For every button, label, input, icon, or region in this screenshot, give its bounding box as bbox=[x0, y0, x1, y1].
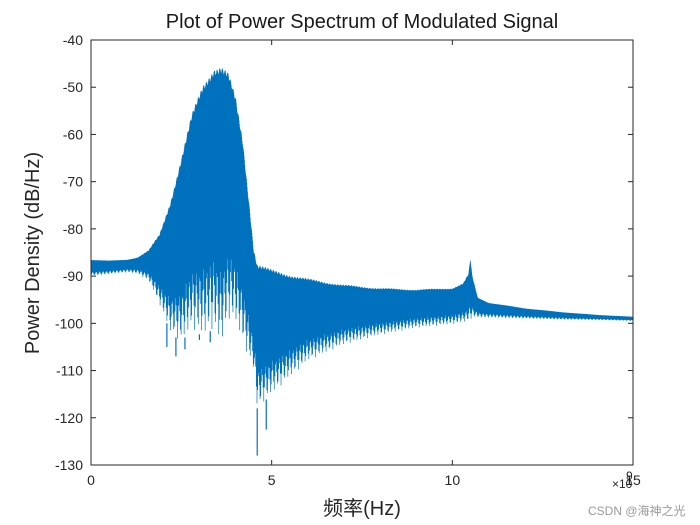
x-tick-label: 10 bbox=[445, 472, 461, 488]
y-tick-label: -80 bbox=[63, 221, 83, 237]
x-axis: 0 5 10 15 bbox=[87, 40, 641, 488]
x-exponent-prefix: ×10 bbox=[612, 477, 633, 491]
y-axis: -130 -120 -110 -100 -90 -80 -70 -60 -50 -40 bbox=[55, 32, 633, 473]
plot-area bbox=[90, 39, 634, 466]
x-tick-label: 15 bbox=[625, 472, 641, 488]
y-tick-label: -100 bbox=[55, 315, 83, 331]
x-axis-label: 频率(Hz) bbox=[323, 497, 401, 520]
series-line bbox=[91, 68, 633, 404]
y-tick-label: -40 bbox=[63, 32, 83, 48]
series-layer bbox=[91, 68, 633, 456]
x-exponent: 9 bbox=[626, 469, 633, 483]
y-tick-label: -130 bbox=[55, 457, 83, 473]
x-exponent-multiplier: ×10 bbox=[612, 477, 633, 491]
chart-title: Plot of Power Spectrum of Modulated Sign… bbox=[166, 11, 558, 33]
y-tick-label: -110 bbox=[56, 363, 83, 379]
y-tick-label: -60 bbox=[63, 126, 83, 142]
y-tick-label: -70 bbox=[63, 174, 83, 190]
y-tick-label: -90 bbox=[63, 268, 83, 284]
x-tick-label: 5 bbox=[268, 472, 276, 488]
watermark: CSDN @海神之光 bbox=[588, 503, 686, 518]
y-tick-label: -50 bbox=[63, 79, 83, 95]
plot-frame bbox=[90, 39, 634, 466]
x-tick-label: 0 bbox=[87, 472, 95, 488]
y-axis-label: Power Density (dB/Hz) bbox=[22, 152, 44, 354]
y-tick-label: -120 bbox=[55, 410, 83, 426]
